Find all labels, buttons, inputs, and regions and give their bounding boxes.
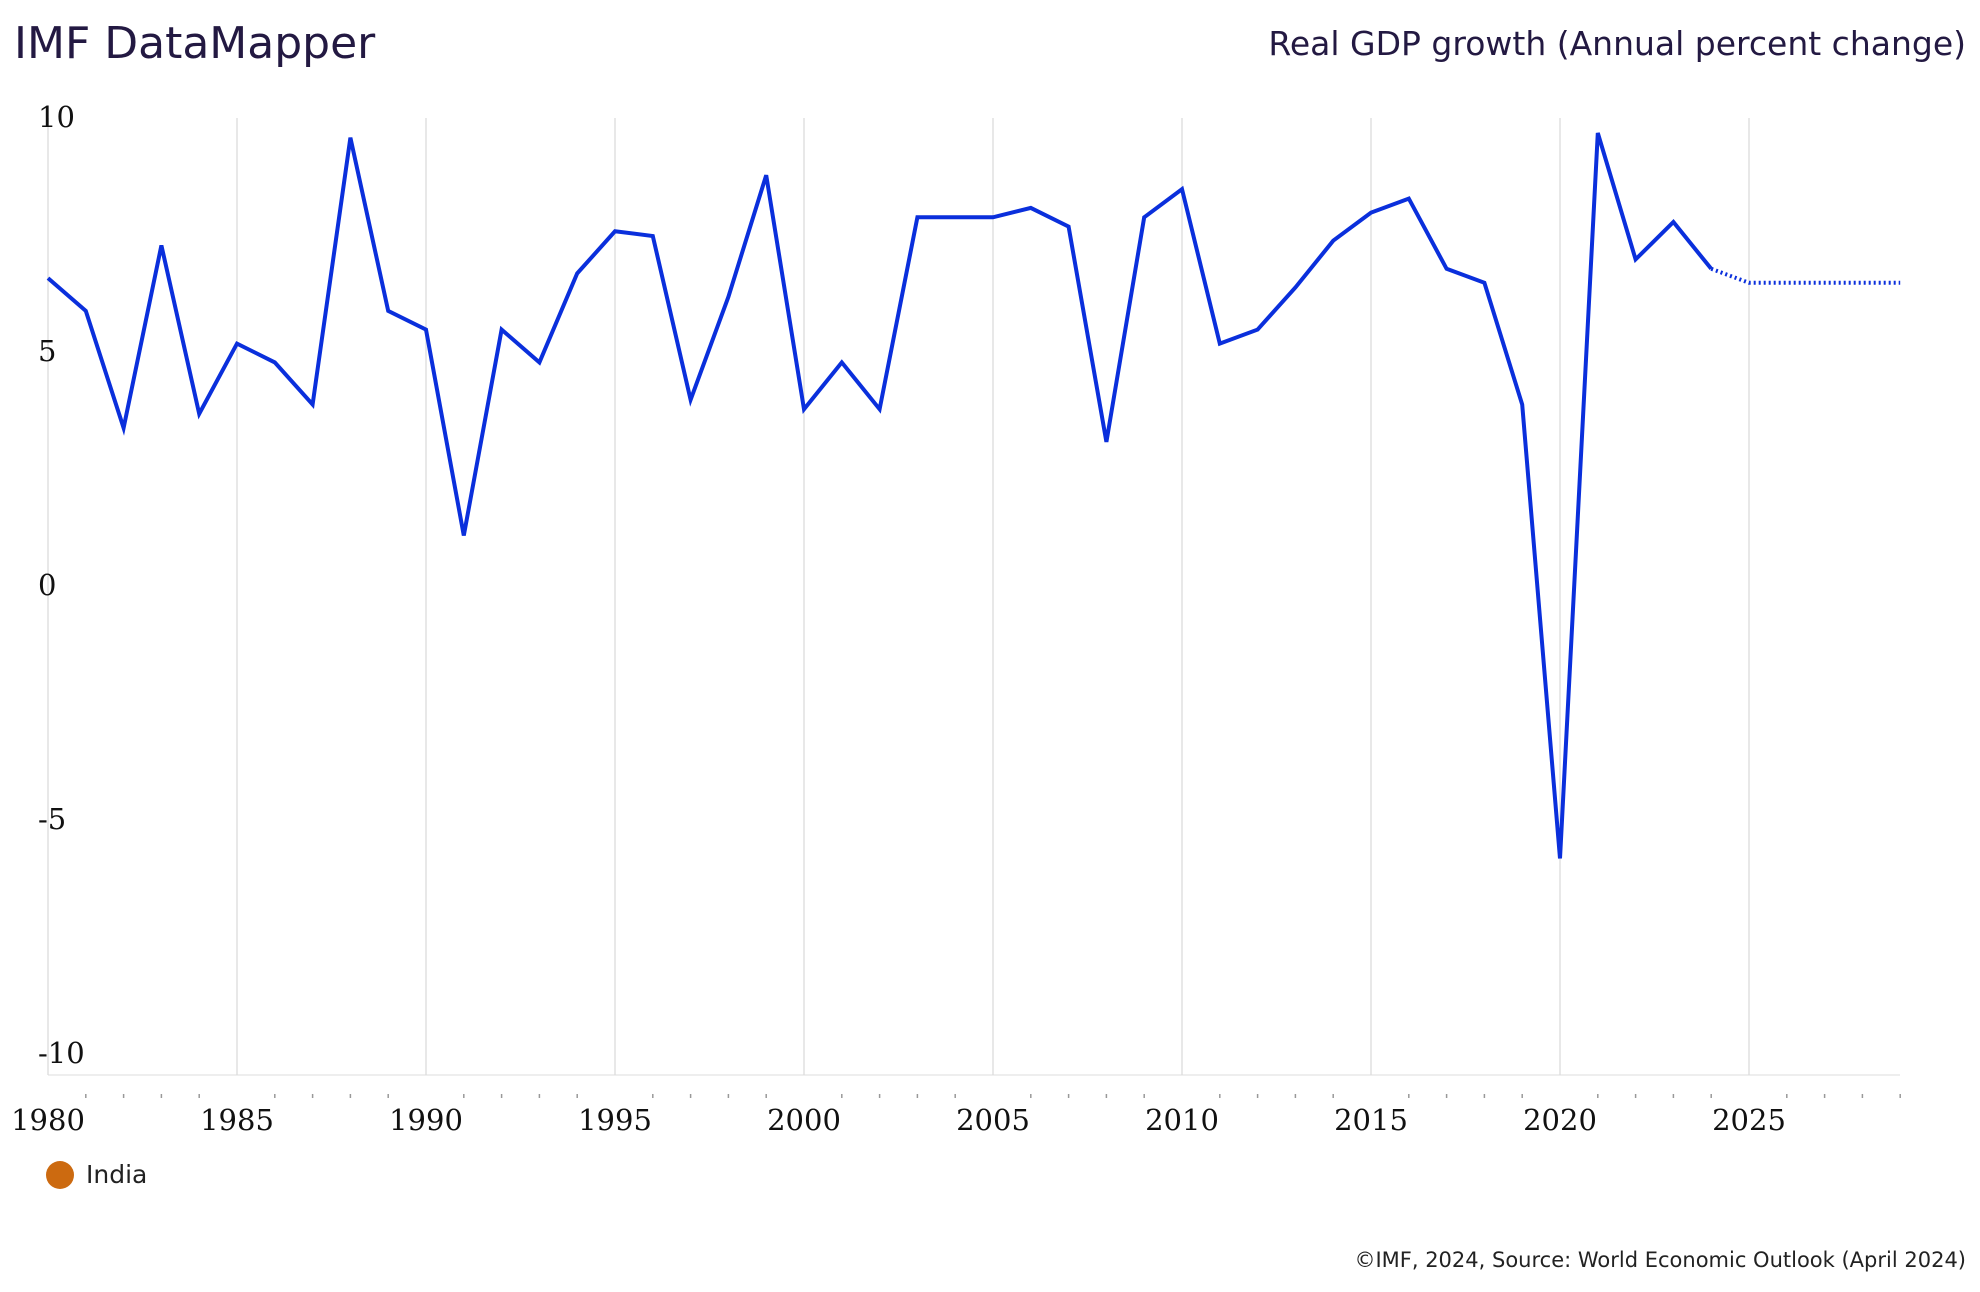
x-tick-label: 2000 (767, 1103, 841, 1137)
x-tick-label: 1995 (578, 1103, 652, 1137)
legend-item-india[interactable]: India (46, 1160, 147, 1189)
x-tick-label: 1980 (11, 1103, 85, 1137)
x-tick-label: 1990 (389, 1103, 463, 1137)
page-title: IMF DataMapper (14, 18, 376, 69)
legend-dot-icon (46, 1160, 74, 1189)
x-tick-label: 2020 (1523, 1103, 1597, 1137)
chart-subtitle: Real GDP growth (Annual percent change) (1268, 24, 1966, 63)
legend-label: India (86, 1160, 148, 1189)
x-tick-label: 2015 (1334, 1103, 1408, 1137)
x-tick-label: 2010 (1145, 1103, 1219, 1137)
y-tick-label: 5 (38, 334, 56, 368)
series-line-india (46, 132, 1713, 859)
series-projection-india (1710, 266, 1901, 285)
y-tick-label: 0 (38, 568, 56, 602)
x-tick-label: 1985 (200, 1103, 274, 1137)
y-tick-label: 10 (38, 100, 75, 134)
x-tick-label: 2025 (1712, 1103, 1786, 1137)
x-tick-label: 2005 (956, 1103, 1030, 1137)
y-tick-label: -5 (38, 802, 66, 836)
source-credit: ©IMF, 2024, Source: World Economic Outlo… (1354, 1248, 1966, 1272)
y-tick-label: -10 (38, 1036, 85, 1070)
